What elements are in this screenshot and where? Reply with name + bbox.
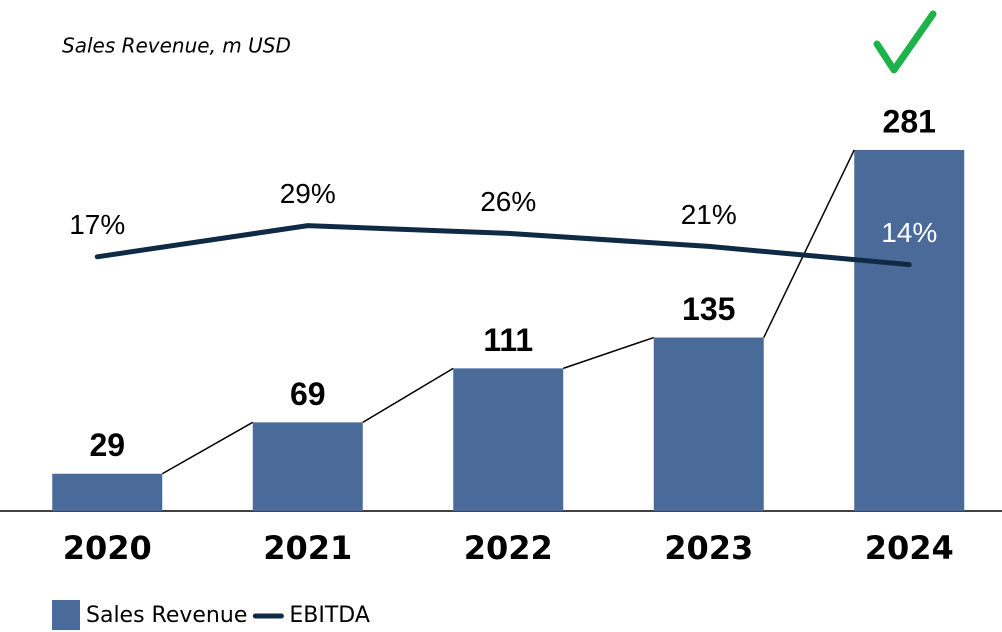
bar-label: 69 (290, 376, 326, 412)
connector (563, 336, 654, 370)
legend-swatch (52, 600, 80, 630)
line-label: 29% (280, 178, 336, 209)
x-tick-label: 2022 (464, 529, 553, 567)
bar-label: 111 (483, 322, 533, 358)
connector (763, 149, 855, 338)
x-tick-label: 2021 (263, 529, 352, 567)
bar-label: 29 (89, 427, 125, 463)
connector (161, 421, 254, 475)
x-tick-label: 2020 (63, 529, 152, 567)
legend-label: Sales Revenue (86, 603, 247, 628)
line-label: 26% (480, 186, 536, 217)
line-label: 14% (881, 217, 937, 248)
x-tick-label: 2024 (865, 529, 954, 567)
legend-label: EBITDA (289, 603, 370, 628)
bar (653, 337, 764, 511)
ebitda-line (94, 223, 912, 268)
line-label: 17% (69, 209, 125, 240)
bar-label: 281 (883, 103, 936, 139)
bar (453, 368, 564, 511)
connector (362, 367, 454, 423)
chart-title: Sales Revenue, m USD (62, 34, 291, 58)
x-tick-label: 2023 (664, 529, 753, 567)
check-icon (873, 10, 937, 74)
bar (854, 149, 965, 512)
line-label: 21% (681, 199, 737, 230)
bar (52, 473, 163, 511)
bar-label: 135 (682, 291, 735, 327)
bar (252, 422, 363, 511)
